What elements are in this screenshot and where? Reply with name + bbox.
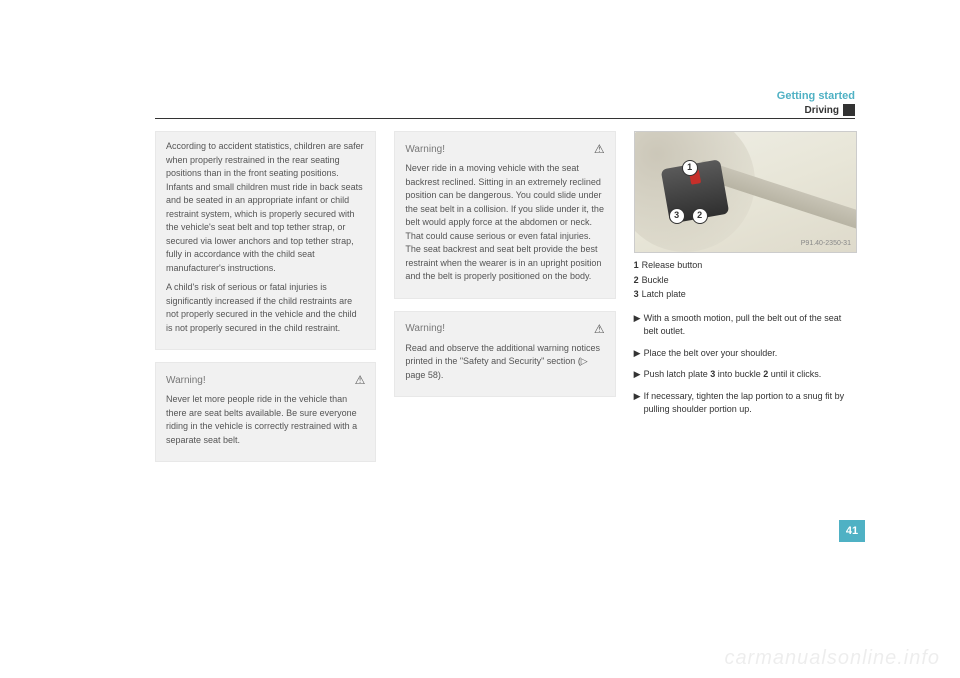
step-fragment: Push latch plate [644, 369, 711, 379]
info-paragraph: According to accident statistics, childr… [166, 140, 365, 275]
info-paragraph: A child's risk of serious or fatal injur… [166, 281, 365, 335]
subsection-title: Driving [805, 105, 839, 116]
legend-text: Buckle [642, 275, 669, 285]
instruction-step: ▶ If necessary, tighten the lap portion … [634, 390, 855, 417]
info-box-child-safety: According to accident statistics, childr… [155, 131, 376, 350]
warning-header: Warning! ⚠ [166, 371, 365, 389]
step-text: Place the belt over your shoulder. [644, 347, 778, 361]
step-text: If necessary, tighten the lap portion to… [644, 390, 855, 417]
section-title: Getting started [155, 90, 855, 102]
figure-reference-code: P91.40-2350-31 [801, 239, 851, 250]
warning-label: Warning! [166, 373, 206, 388]
step-fragment: into buckle [715, 369, 763, 379]
bullet-icon: ▶ [634, 368, 644, 382]
watermark-text: carmanualsonline.info [724, 647, 940, 670]
subsection-row: Driving [155, 104, 855, 116]
warning-label: Warning! [405, 142, 445, 157]
figure-legend: 1Release button 2Buckle 3Latch plate [634, 259, 855, 302]
callout-2: 2 [692, 208, 708, 224]
legend-text: Latch plate [642, 289, 686, 299]
warning-header: Warning! ⚠ [405, 320, 604, 338]
legend-item: 3Latch plate [634, 288, 855, 302]
warning-body: Never ride in a moving vehicle with the … [405, 162, 604, 284]
legend-num: 3 [634, 289, 639, 299]
warning-box-reference: Warning! ⚠ Read and observe the addition… [394, 311, 615, 398]
warning-triangle-icon: ⚠ [594, 320, 605, 338]
instruction-step: ▶ Place the belt over your shoulder. [634, 347, 855, 361]
page-number-badge: 41 [839, 520, 865, 542]
step-text: With a smooth motion, pull the belt out … [644, 312, 855, 339]
legend-item: 1Release button [634, 259, 855, 273]
page-header: Getting started Driving [155, 90, 855, 119]
instruction-step: ▶ With a smooth motion, pull the belt ou… [634, 312, 855, 339]
seatbelt-figure: 1 2 3 P91.40-2350-31 [634, 131, 857, 253]
header-rule [155, 118, 855, 119]
column-3: 1 2 3 P91.40-2350-31 1Release button 2Bu… [634, 131, 855, 474]
legend-item: 2Buckle [634, 274, 855, 288]
legend-text: Release button [642, 260, 703, 270]
legend-num: 2 [634, 275, 639, 285]
warning-header: Warning! ⚠ [405, 140, 604, 158]
bullet-icon: ▶ [634, 390, 644, 417]
warning-body: Read and observe the additional warning … [405, 342, 604, 383]
warning-label: Warning! [405, 321, 445, 336]
content-columns: According to accident statistics, childr… [155, 131, 855, 474]
warning-box-occupancy: Warning! ⚠ Never let more people ride in… [155, 362, 376, 462]
callout-3: 3 [669, 208, 685, 224]
header-marker-block [843, 104, 855, 116]
step-fragment: until it clicks. [768, 369, 821, 379]
callout-1: 1 [682, 160, 698, 176]
warning-triangle-icon: ⚠ [594, 140, 605, 158]
step-text: Push latch plate 3 into buckle 2 until i… [644, 368, 822, 382]
legend-num: 1 [634, 260, 639, 270]
manual-page: Getting started Driving According to acc… [155, 90, 855, 474]
warning-triangle-icon: ⚠ [355, 371, 366, 389]
warning-body: Never let more people ride in the vehicl… [166, 393, 365, 447]
warning-box-recline: Warning! ⚠ Never ride in a moving vehicl… [394, 131, 615, 299]
bullet-icon: ▶ [634, 347, 644, 361]
instruction-step: ▶ Push latch plate 3 into buckle 2 until… [634, 368, 855, 382]
bullet-icon: ▶ [634, 312, 644, 339]
column-2: Warning! ⚠ Never ride in a moving vehicl… [394, 131, 615, 474]
column-1: According to accident statistics, childr… [155, 131, 376, 474]
